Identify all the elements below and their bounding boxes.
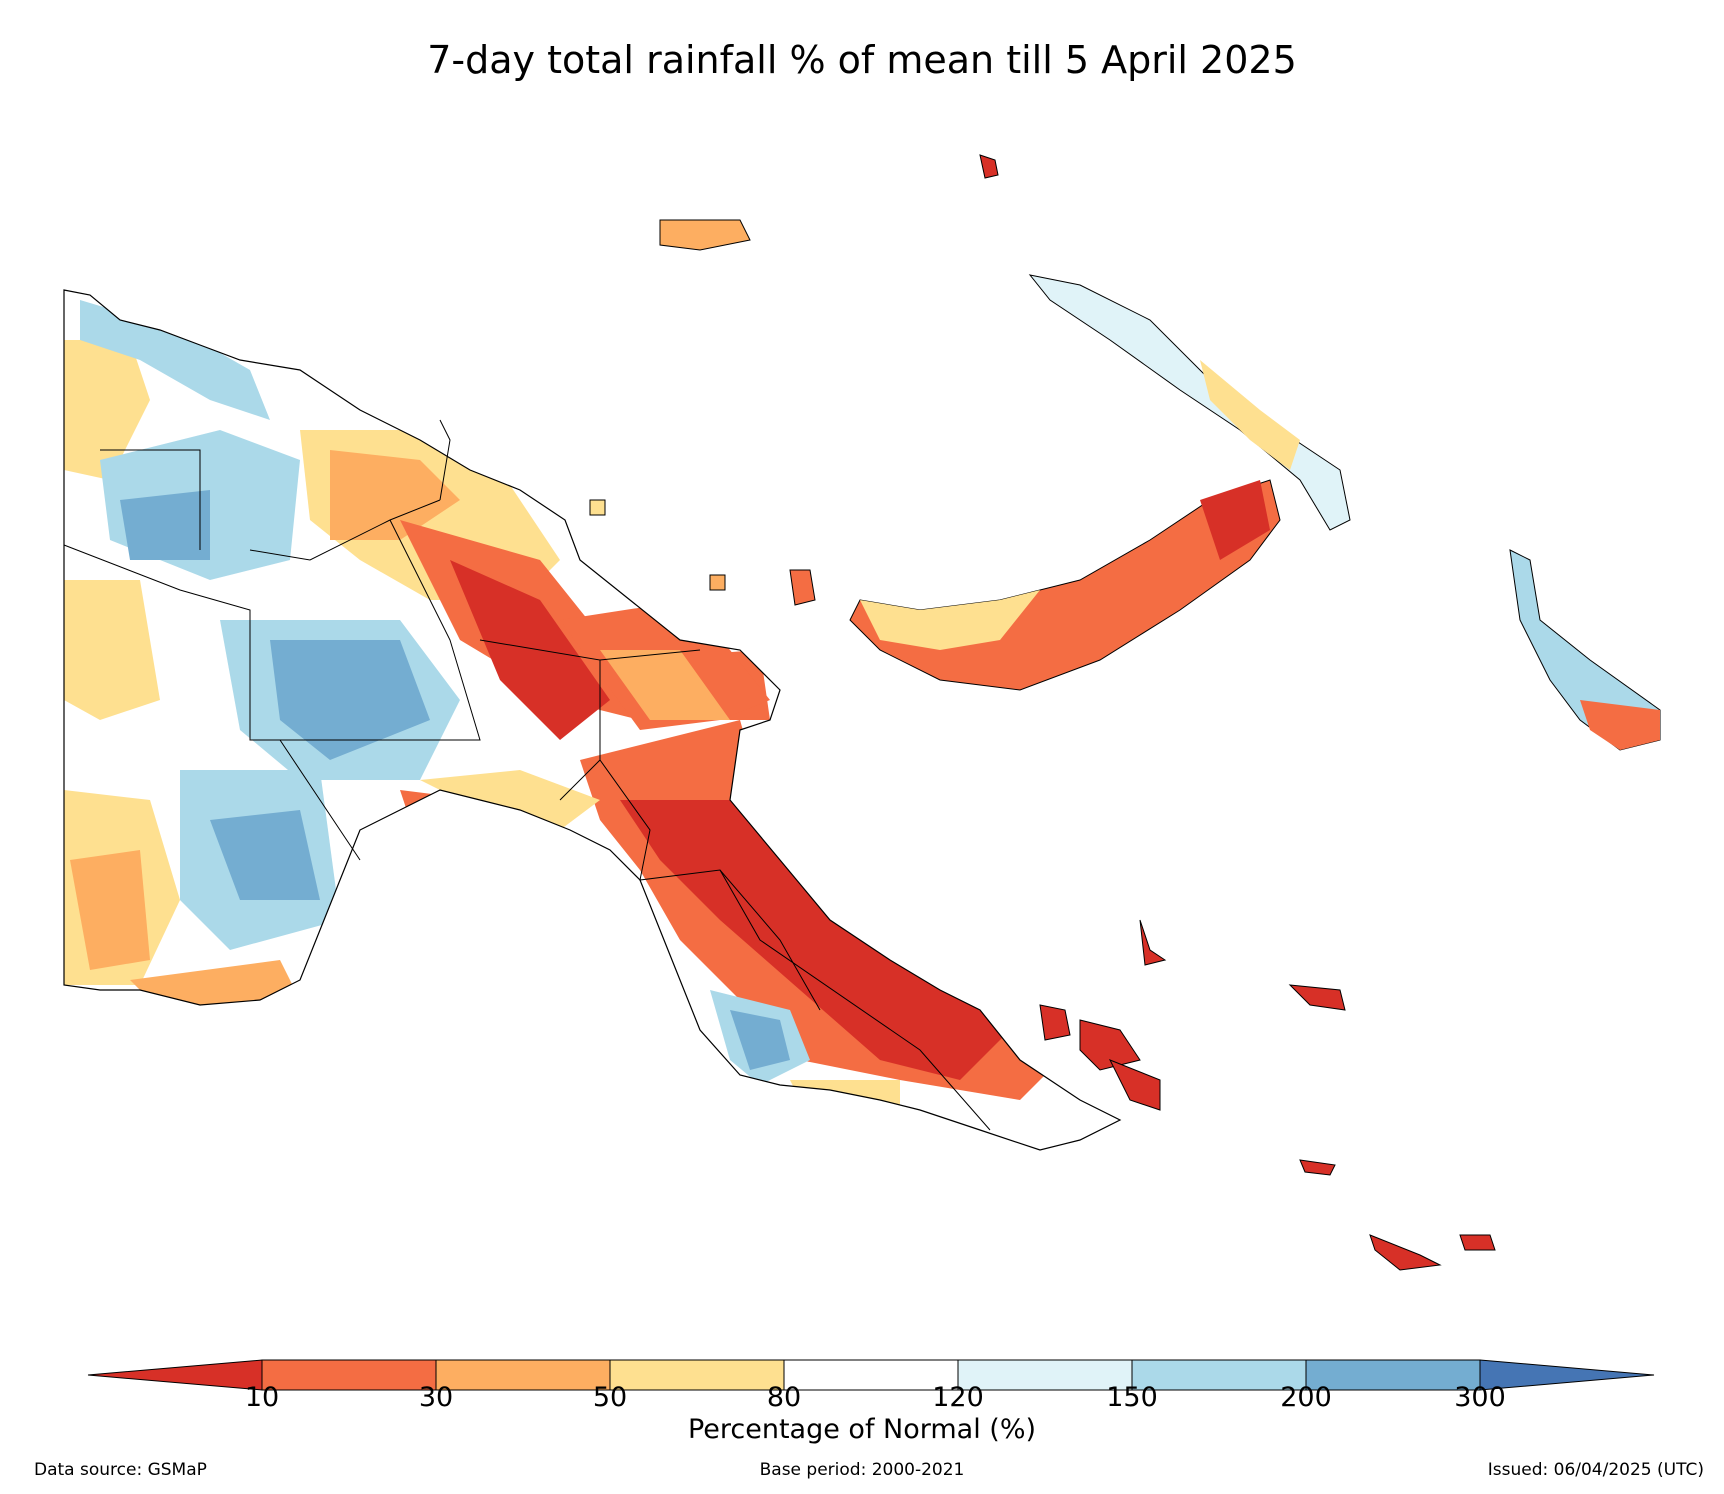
colorbar-label: Percentage of Normal (%): [687, 1414, 1037, 1445]
map-title: 7-day total rainfall % of mean till 5 Ap…: [427, 38, 1297, 82]
province-boundaries: [63, 419, 991, 1131]
bougainville: [1509, 549, 1661, 751]
manus-and-north-islands: [589, 154, 999, 606]
colorbar: [87, 1359, 1655, 1391]
colorbar-tick-120: 120: [932, 1382, 984, 1413]
new-ireland: [1028, 274, 1351, 531]
mainland-coastline: [63, 289, 1122, 1151]
colorbar-tick-30: 30: [418, 1382, 454, 1413]
base-period-note: Base period: 2000-2021: [759, 1460, 965, 1480]
colorbar-tick-300: 300: [1454, 1382, 1506, 1413]
new-britain: [849, 479, 1281, 691]
colorbar-tick-50: 50: [592, 1382, 628, 1413]
data-source-note: Data source: GSMaP: [34, 1460, 207, 1480]
colorbar-tick-10: 10: [244, 1382, 280, 1413]
colorbar-tick-80: 80: [766, 1382, 802, 1413]
issued-date-note: Issued: 06/04/2025 (UTC): [1487, 1460, 1704, 1480]
colorbar-tick-200: 200: [1280, 1382, 1332, 1413]
colorbar-tick-150: 150: [1106, 1382, 1158, 1413]
milne-bay-islands: [1039, 919, 1496, 1271]
